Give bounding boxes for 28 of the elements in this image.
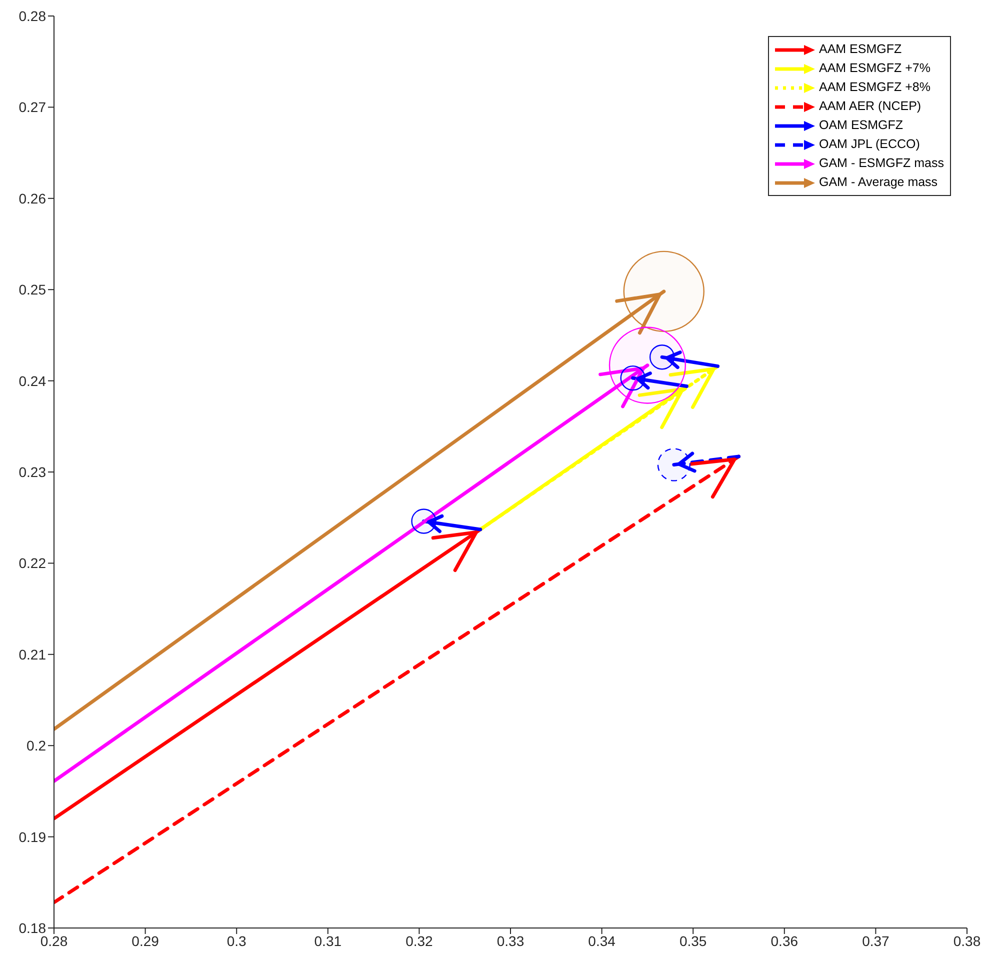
y-tick-label: 0.22 bbox=[18, 555, 46, 572]
y-tick-label: 0.28 bbox=[18, 8, 46, 24]
legend-label: AAM ESMGFZ bbox=[819, 41, 902, 58]
y-tick-label: 0.2 bbox=[26, 738, 46, 754]
x-tick-label: 0.38 bbox=[953, 932, 981, 949]
legend-label: AAM ESMGFZ +7% bbox=[819, 60, 930, 77]
legend-label: AAM ESMGFZ +8% bbox=[819, 79, 930, 96]
legend-label: AAM AER (NCEP) bbox=[819, 98, 922, 115]
legend-label: OAM ESMGFZ bbox=[819, 117, 904, 134]
x-tick-label: 0.32 bbox=[406, 932, 434, 949]
legend-label: OAM JPL (ECCO) bbox=[819, 136, 920, 153]
y-tick-label: 0.21 bbox=[18, 646, 46, 662]
y-tick-label: 0.27 bbox=[18, 99, 46, 116]
x-tick-label: 0.34 bbox=[588, 932, 616, 949]
legend-label: GAM - Average mass bbox=[819, 174, 938, 191]
legend-label: GAM - ESMGFZ mass bbox=[819, 155, 944, 172]
x-tick-label: 0.35 bbox=[679, 932, 707, 949]
y-tick-label: 0.25 bbox=[18, 282, 46, 298]
y-tick-label: 0.26 bbox=[18, 190, 46, 206]
y-tick-label: 0.24 bbox=[18, 372, 46, 389]
x-tick-label: 0.3 bbox=[226, 932, 247, 949]
x-tick-label: 0.29 bbox=[132, 932, 160, 949]
y-tick-label: 0.23 bbox=[18, 464, 46, 480]
x-tick-label: 0.36 bbox=[770, 932, 798, 949]
x-tick-label: 0.31 bbox=[314, 932, 342, 949]
x-tick-label: 0.33 bbox=[496, 932, 524, 949]
x-tick-label: 0.37 bbox=[862, 932, 890, 949]
y-tick-label: 0.19 bbox=[18, 828, 46, 845]
